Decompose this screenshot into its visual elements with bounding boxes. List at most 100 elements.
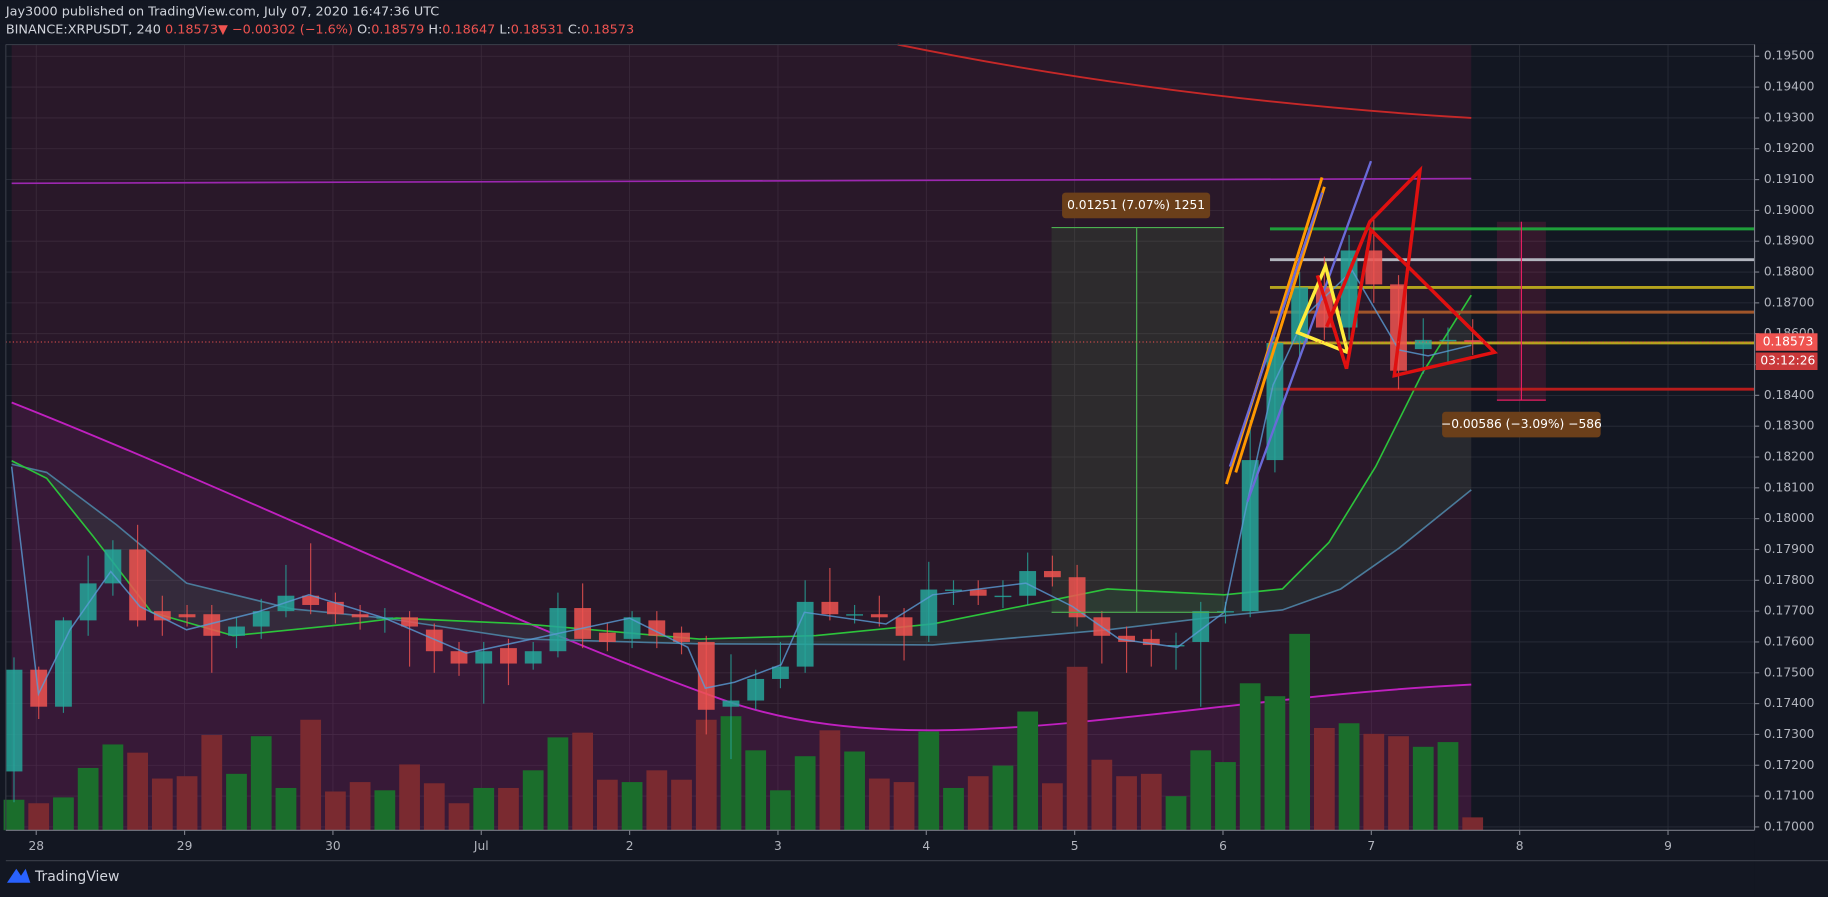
- candle-body: [549, 608, 567, 652]
- volume-bar: [300, 719, 322, 831]
- candle-body: [425, 629, 443, 652]
- y-tick-label: 0.18700: [1764, 295, 1815, 309]
- candle-body: [30, 669, 48, 707]
- ohlc-value: 0.18579: [371, 22, 424, 37]
- volume-bar: [250, 736, 272, 831]
- volume-bar: [325, 791, 346, 831]
- volume-bar: [745, 750, 767, 831]
- y-tick-label: 0.18200: [1764, 449, 1815, 463]
- volume-bar: [1066, 666, 1088, 831]
- volume-bar: [720, 716, 742, 831]
- volume-bar: [77, 767, 99, 831]
- countdown: 03:12:26: [1760, 354, 1815, 368]
- volume-bar: [201, 735, 223, 831]
- x-tick-label: 2: [626, 839, 634, 853]
- candle-body: [772, 666, 789, 679]
- candle-layer: [5, 219, 1482, 803]
- volume-bar: [28, 803, 50, 831]
- candle-body: [55, 620, 72, 707]
- volume-bar: [621, 782, 643, 831]
- footer-bg: [0, 830, 1755, 897]
- change: −0.00302 (−1.6%): [232, 22, 353, 37]
- volume-bar: [151, 778, 173, 831]
- volume-bar: [992, 765, 1014, 831]
- y-tick-label: 0.18400: [1764, 388, 1815, 402]
- volume-bar: [1215, 762, 1236, 831]
- grid: [5, 44, 1755, 831]
- volume-bar: [1264, 696, 1286, 831]
- y-tick-label: 0.17800: [1764, 573, 1815, 587]
- candle-body: [1118, 635, 1135, 642]
- volume-bar: [3, 799, 25, 831]
- x-tick-label: 6: [1219, 839, 1227, 853]
- logo-text: TradingView: [34, 869, 119, 885]
- volume-bar: [423, 783, 445, 831]
- volume-bar: [473, 787, 495, 831]
- candle-body: [153, 611, 171, 621]
- candle-body: [1340, 250, 1358, 328]
- candle-body: [598, 632, 616, 642]
- ohlc-label: C:: [568, 22, 581, 37]
- ohlc-label: O:: [357, 22, 371, 37]
- volume-bar: [1140, 773, 1162, 831]
- change-arrow: ▼: [218, 22, 228, 37]
- candle-body: [796, 601, 814, 667]
- blue-trend: [1228, 160, 1373, 502]
- y-tick-label: 0.17400: [1764, 696, 1815, 710]
- axis-bg: [1754, 43, 1828, 897]
- upper-band: [897, 43, 1472, 119]
- candle-body: [1068, 577, 1086, 618]
- volume-bar: [967, 776, 989, 831]
- candle-body: [1192, 611, 1210, 642]
- y-tick-label: 0.19200: [1764, 141, 1815, 155]
- axis-layer: 0.17000 0.17100 0.17200 0.17300 0.17400 0.175…: [28, 49, 1814, 853]
- ohlc-label: L:: [499, 22, 510, 37]
- red-pattern: [1315, 165, 1499, 378]
- logo-icon: [6, 868, 31, 883]
- countdown-bg: [1755, 352, 1818, 370]
- candle-body: [5, 669, 23, 772]
- volume-bar: [1313, 727, 1335, 831]
- candle-body: [870, 614, 888, 618]
- candle-body: [79, 583, 97, 621]
- candle-body: [203, 614, 221, 636]
- x-tick-label: Jul: [473, 839, 489, 853]
- candle-body: [969, 589, 987, 596]
- volume-bar: [1091, 759, 1113, 831]
- volume-bar: [1388, 736, 1409, 831]
- volume-bar: [176, 776, 198, 831]
- volume-bar: [547, 737, 569, 831]
- y-tick-label: 0.17700: [1764, 604, 1815, 618]
- y-tick-label: 0.19000: [1764, 203, 1815, 217]
- volume-bar: [1437, 742, 1459, 831]
- y-tick-label: 0.17600: [1764, 634, 1815, 648]
- volume-bar: [1338, 723, 1360, 831]
- y-tick-label: 0.17900: [1764, 542, 1815, 556]
- x-tick-label: 3: [774, 839, 782, 853]
- x-tick-label: 28: [28, 839, 44, 853]
- price-tag-bg: [1755, 333, 1818, 351]
- candle-body: [1414, 339, 1432, 350]
- logo: TradingView: [6, 868, 119, 885]
- volume-bar: [374, 790, 396, 831]
- candle-body: [178, 614, 196, 618]
- ohlc-label: H:: [428, 22, 442, 37]
- y-tick-label: 0.17100: [1764, 789, 1815, 803]
- x-tick-label: 7: [1367, 839, 1375, 853]
- candle-body: [1241, 460, 1259, 612]
- y-tick-label: 0.19400: [1764, 80, 1815, 94]
- price-tag: 0.18573: [1763, 335, 1814, 349]
- ohlc-value: 0.18531: [511, 22, 564, 37]
- y-tick-label: 0.18100: [1764, 480, 1815, 494]
- ohlc-value: 0.18573: [581, 22, 634, 37]
- last-price: 0.18573: [165, 22, 218, 37]
- volume-bar: [1412, 746, 1434, 831]
- x-tick-label: 29: [177, 839, 193, 853]
- ohlc-value: 0.18647: [442, 22, 495, 37]
- volume-bar: [1239, 683, 1261, 831]
- volume-bar: [794, 756, 816, 831]
- symbol: BINANCE:XRPUSDT, 240: [6, 22, 161, 37]
- volume-bar: [102, 744, 124, 831]
- volume-bar: [53, 797, 74, 831]
- symbol-line: BINANCE:XRPUSDT, 240 0.18573▼ −0.00302 (…: [6, 22, 634, 37]
